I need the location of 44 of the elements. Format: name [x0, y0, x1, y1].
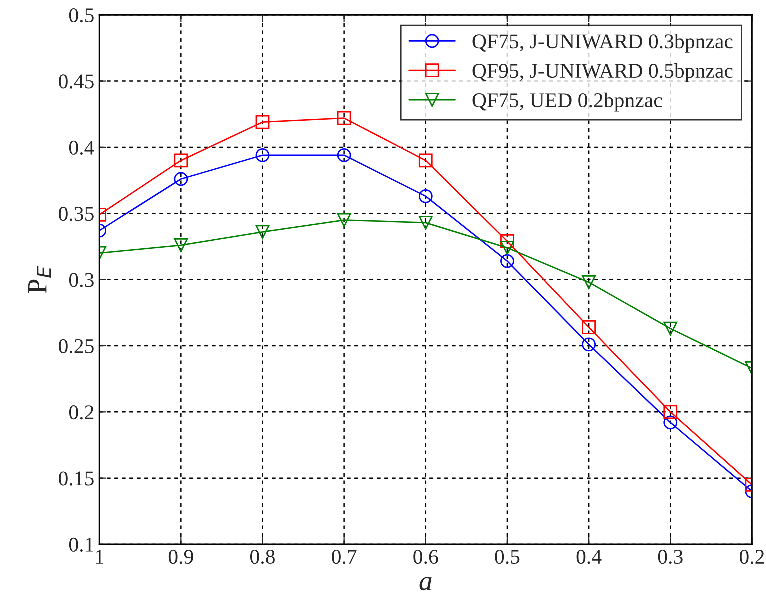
point — [582, 338, 596, 352]
y-tick-label: 0.15 — [59, 472, 94, 486]
point — [174, 154, 188, 168]
y-tick-label: 0.3 — [69, 273, 94, 288]
point — [337, 111, 352, 126]
point — [418, 216, 433, 230]
point — [256, 148, 270, 162]
y-tick-label: 0.35 — [59, 207, 94, 222]
y-tick-label: 0.4 — [69, 140, 94, 155]
point — [500, 234, 514, 248]
point — [174, 172, 188, 186]
y-tick-label: 0.1 — [69, 538, 94, 552]
point — [337, 148, 352, 162]
point — [337, 213, 352, 228]
point — [582, 320, 596, 334]
y-axis-title: P$_{E}$ — [28, 266, 52, 294]
point — [500, 254, 514, 268]
x-tick-label: 0.5 — [495, 550, 520, 564]
x-tick-label: 0.3 — [658, 550, 683, 564]
x-tick-label: 1 — [96, 550, 104, 564]
point — [664, 405, 678, 420]
point — [418, 189, 433, 204]
y-tick-label: 0.2 — [69, 406, 94, 420]
point — [256, 115, 270, 130]
x-tick-label: 0.4 — [576, 550, 602, 564]
point — [500, 241, 514, 255]
y-tick-label: 0.25 — [59, 339, 94, 354]
point — [664, 416, 678, 430]
legend-label: QF75, UED 0.2bpnzac — [472, 92, 662, 112]
x-tick-label: 0.8 — [250, 550, 275, 564]
legend-label: QF75, J-UNIWARD 0.3bpnzac — [472, 34, 733, 53]
x-axis-title: a — [420, 577, 432, 591]
x-tick-label: 0.7 — [332, 550, 357, 564]
point — [174, 238, 188, 252]
legend-label: QF95, J-UNIWARD 0.5bpnzac — [472, 63, 733, 82]
point — [256, 225, 270, 240]
y-tick-label: 0.45 — [59, 74, 94, 89]
x-tick-label: 0.9 — [168, 550, 194, 564]
point — [582, 276, 596, 290]
point — [664, 322, 678, 336]
x-tick-label: 0.2 — [740, 550, 764, 564]
y-tick-label: 0.5 — [69, 8, 94, 23]
point — [418, 154, 433, 168]
x-tick-label: 0.6 — [414, 550, 438, 564]
